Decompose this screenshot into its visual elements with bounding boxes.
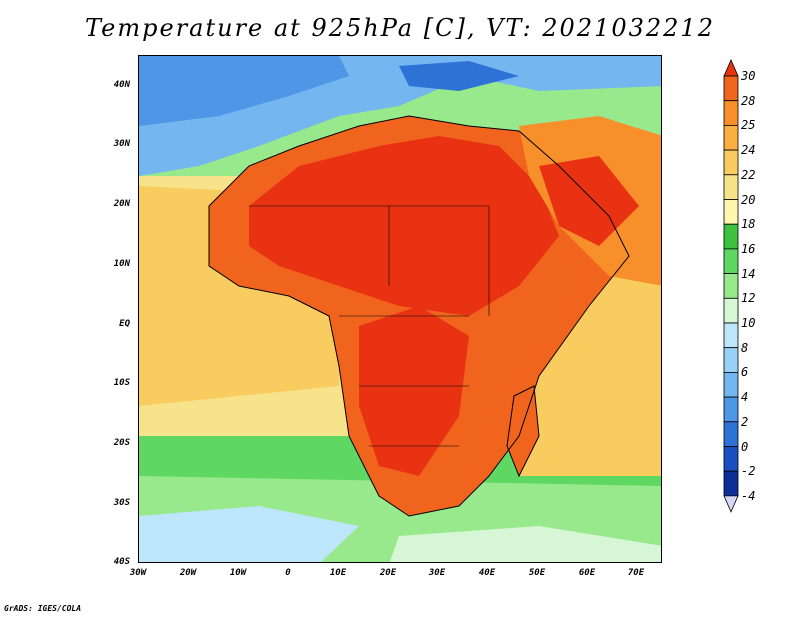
- colorbar-tick-label: 25: [741, 118, 756, 133]
- lon-label: 60E: [578, 568, 596, 578]
- colorbar-tick-label: 18: [741, 217, 756, 232]
- colorbar-segment: [723, 322, 739, 349]
- africa-coastline: [208, 115, 630, 517]
- colorbar-segment: [723, 421, 739, 447]
- madagascar: [506, 385, 540, 478]
- map-panel[interactable]: [138, 55, 662, 563]
- colorbar-tick-label: 28: [741, 93, 756, 108]
- colorbar-tick-label: -4: [741, 488, 756, 503]
- central-africa-hot: [359, 306, 469, 476]
- colorbar-segment: [723, 75, 739, 102]
- lat-label: 40N: [113, 80, 130, 90]
- colorbar-tick-label: 2: [741, 414, 749, 429]
- colorbar-tick-label: 6: [741, 365, 749, 380]
- colorbar: [723, 59, 739, 513]
- colorbar-segment: [723, 223, 739, 250]
- lon-label: 20E: [379, 568, 397, 578]
- colorbar-segment: [723, 199, 739, 225]
- colorbar-tick-label: 10: [741, 316, 756, 330]
- colorbar-tick-label: 4: [741, 390, 749, 405]
- chart-title: Temperature at 925hPa [C], VT: 202103221…: [85, 14, 715, 42]
- lat-label: EQ: [119, 319, 130, 329]
- colorbar-segment: [723, 174, 739, 200]
- colorbar-tick-label: 24: [741, 143, 756, 158]
- colorbar-segment: [723, 149, 739, 176]
- southern-ocean-cool: [389, 526, 661, 562]
- colorbar-tick-label: -2: [741, 464, 756, 479]
- colorbar-tick-label: 16: [741, 241, 756, 256]
- colorbar-tick-label: 8: [741, 340, 749, 355]
- north-atlantic-cold: [139, 56, 349, 126]
- country-border: [389, 205, 490, 316]
- lon-label: 40E: [478, 568, 496, 578]
- colorbar-tick-label: 22: [741, 167, 756, 182]
- lat-label: 20S: [113, 438, 130, 448]
- colorbar-tick-label: 0: [741, 439, 749, 454]
- lon-label: 20W: [179, 568, 197, 578]
- lat-label: 30S: [113, 498, 130, 508]
- lat-label: 20N: [113, 199, 130, 209]
- lat-label: 10N: [113, 259, 130, 269]
- temperature-map: [139, 56, 661, 562]
- colorbar-segment: [723, 248, 739, 274]
- grads-credit: GrADS: IGES/COLA: [4, 604, 82, 613]
- colorbar-tick-label: 20: [741, 192, 756, 207]
- colorbar-tick-label: 12: [741, 291, 756, 306]
- colorbar-segment: [723, 273, 739, 299]
- arabia-hot-core: [539, 156, 639, 246]
- lon-label: 30W: [129, 568, 147, 578]
- lon-label: 0: [285, 568, 291, 578]
- lat-label: 10S: [113, 378, 130, 388]
- colorbar-segment: [723, 470, 739, 497]
- colorbar-segment: [723, 396, 739, 423]
- colorbar-bottom-arrow: [723, 495, 739, 513]
- south-atlantic-cold: [139, 506, 359, 562]
- mediterranean-cold: [399, 61, 519, 91]
- lat-label: 40S: [113, 557, 130, 567]
- colorbar-tick-label: 14: [741, 266, 756, 281]
- colorbar-segment: [723, 347, 739, 373]
- colorbar-top-arrow: [723, 59, 739, 77]
- lon-label: 30E: [428, 568, 446, 578]
- lon-label: 70E: [627, 568, 645, 578]
- colorbar-tick-label: 30: [741, 69, 756, 83]
- colorbar-segment: [723, 100, 739, 126]
- colorbar-segment: [723, 297, 739, 324]
- lon-label: 10W: [229, 568, 247, 578]
- lon-label: 10E: [329, 568, 347, 578]
- sahara-hot-core: [249, 136, 559, 316]
- colorbar-segment: [723, 371, 739, 398]
- lon-label: 50E: [528, 568, 546, 578]
- colorbar-segment: [723, 446, 739, 472]
- lat-label: 30N: [113, 139, 130, 149]
- colorbar-segment: [723, 125, 739, 151]
